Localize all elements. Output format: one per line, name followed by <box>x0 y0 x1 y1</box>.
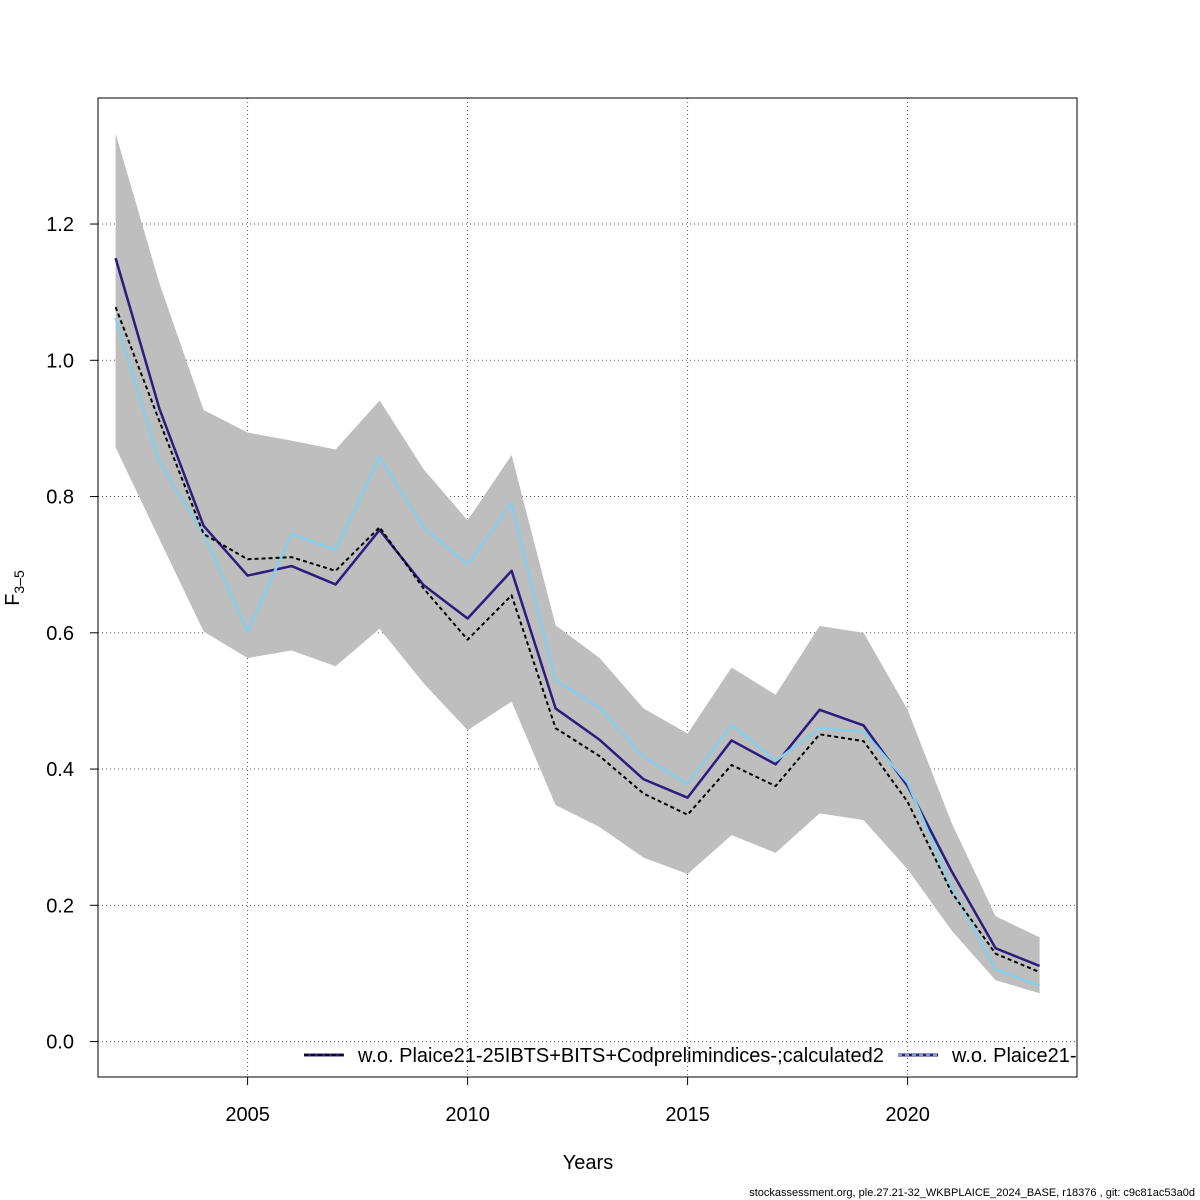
x-tick-label-2005: 2005 <box>225 1104 270 1126</box>
y-tick-label-0: 0.0 <box>46 1032 74 1054</box>
legend: w.o. Plaice21-25IBTS+BITS+Codprelimindic… <box>304 1045 1077 1067</box>
y-axis: 0.0 0.2 0.4 0.6 0.8 1.0 1.2 <box>46 214 98 1054</box>
y-tick-label-2: 0.4 <box>46 759 74 781</box>
confidence-band <box>115 133 1040 994</box>
y-axis-title-main: F <box>2 594 24 606</box>
x-tick-label-2010: 2010 <box>445 1104 490 1126</box>
y-tick-label-6: 1.2 <box>46 214 74 236</box>
series-line-0 <box>114 306 1040 974</box>
series-lines <box>114 257 1041 987</box>
legend-item-0-label: w.o. Plaice21-25IBTS+BITS+Codprelimindic… <box>357 1045 884 1067</box>
confidence-band-area <box>115 133 1040 994</box>
y-tick-label-5: 1.0 <box>46 350 74 372</box>
plot-frame <box>97 97 1078 1078</box>
legend-item-1-label: w.o. Plaice21- <box>951 1045 1077 1067</box>
x-axis-title: Years <box>563 1152 613 1174</box>
y-axis-title-subscript: 3–5 <box>11 570 27 594</box>
x-tick-label-2015: 2015 <box>665 1104 710 1126</box>
y-tick-label-4: 0.8 <box>46 487 74 509</box>
x-tick-label-2020: 2020 <box>885 1104 930 1126</box>
footer-credit: stockassessment.org, ple.27.21-32_WKBPLA… <box>749 1187 1195 1199</box>
series-line-2 <box>114 317 1041 987</box>
y-tick-label-3: 0.6 <box>46 623 74 645</box>
y-tick-label-1: 0.2 <box>46 895 74 917</box>
x-axis: 2005 2010 2015 2020 <box>225 1077 930 1126</box>
y-axis-title: F3–5 <box>2 570 27 606</box>
